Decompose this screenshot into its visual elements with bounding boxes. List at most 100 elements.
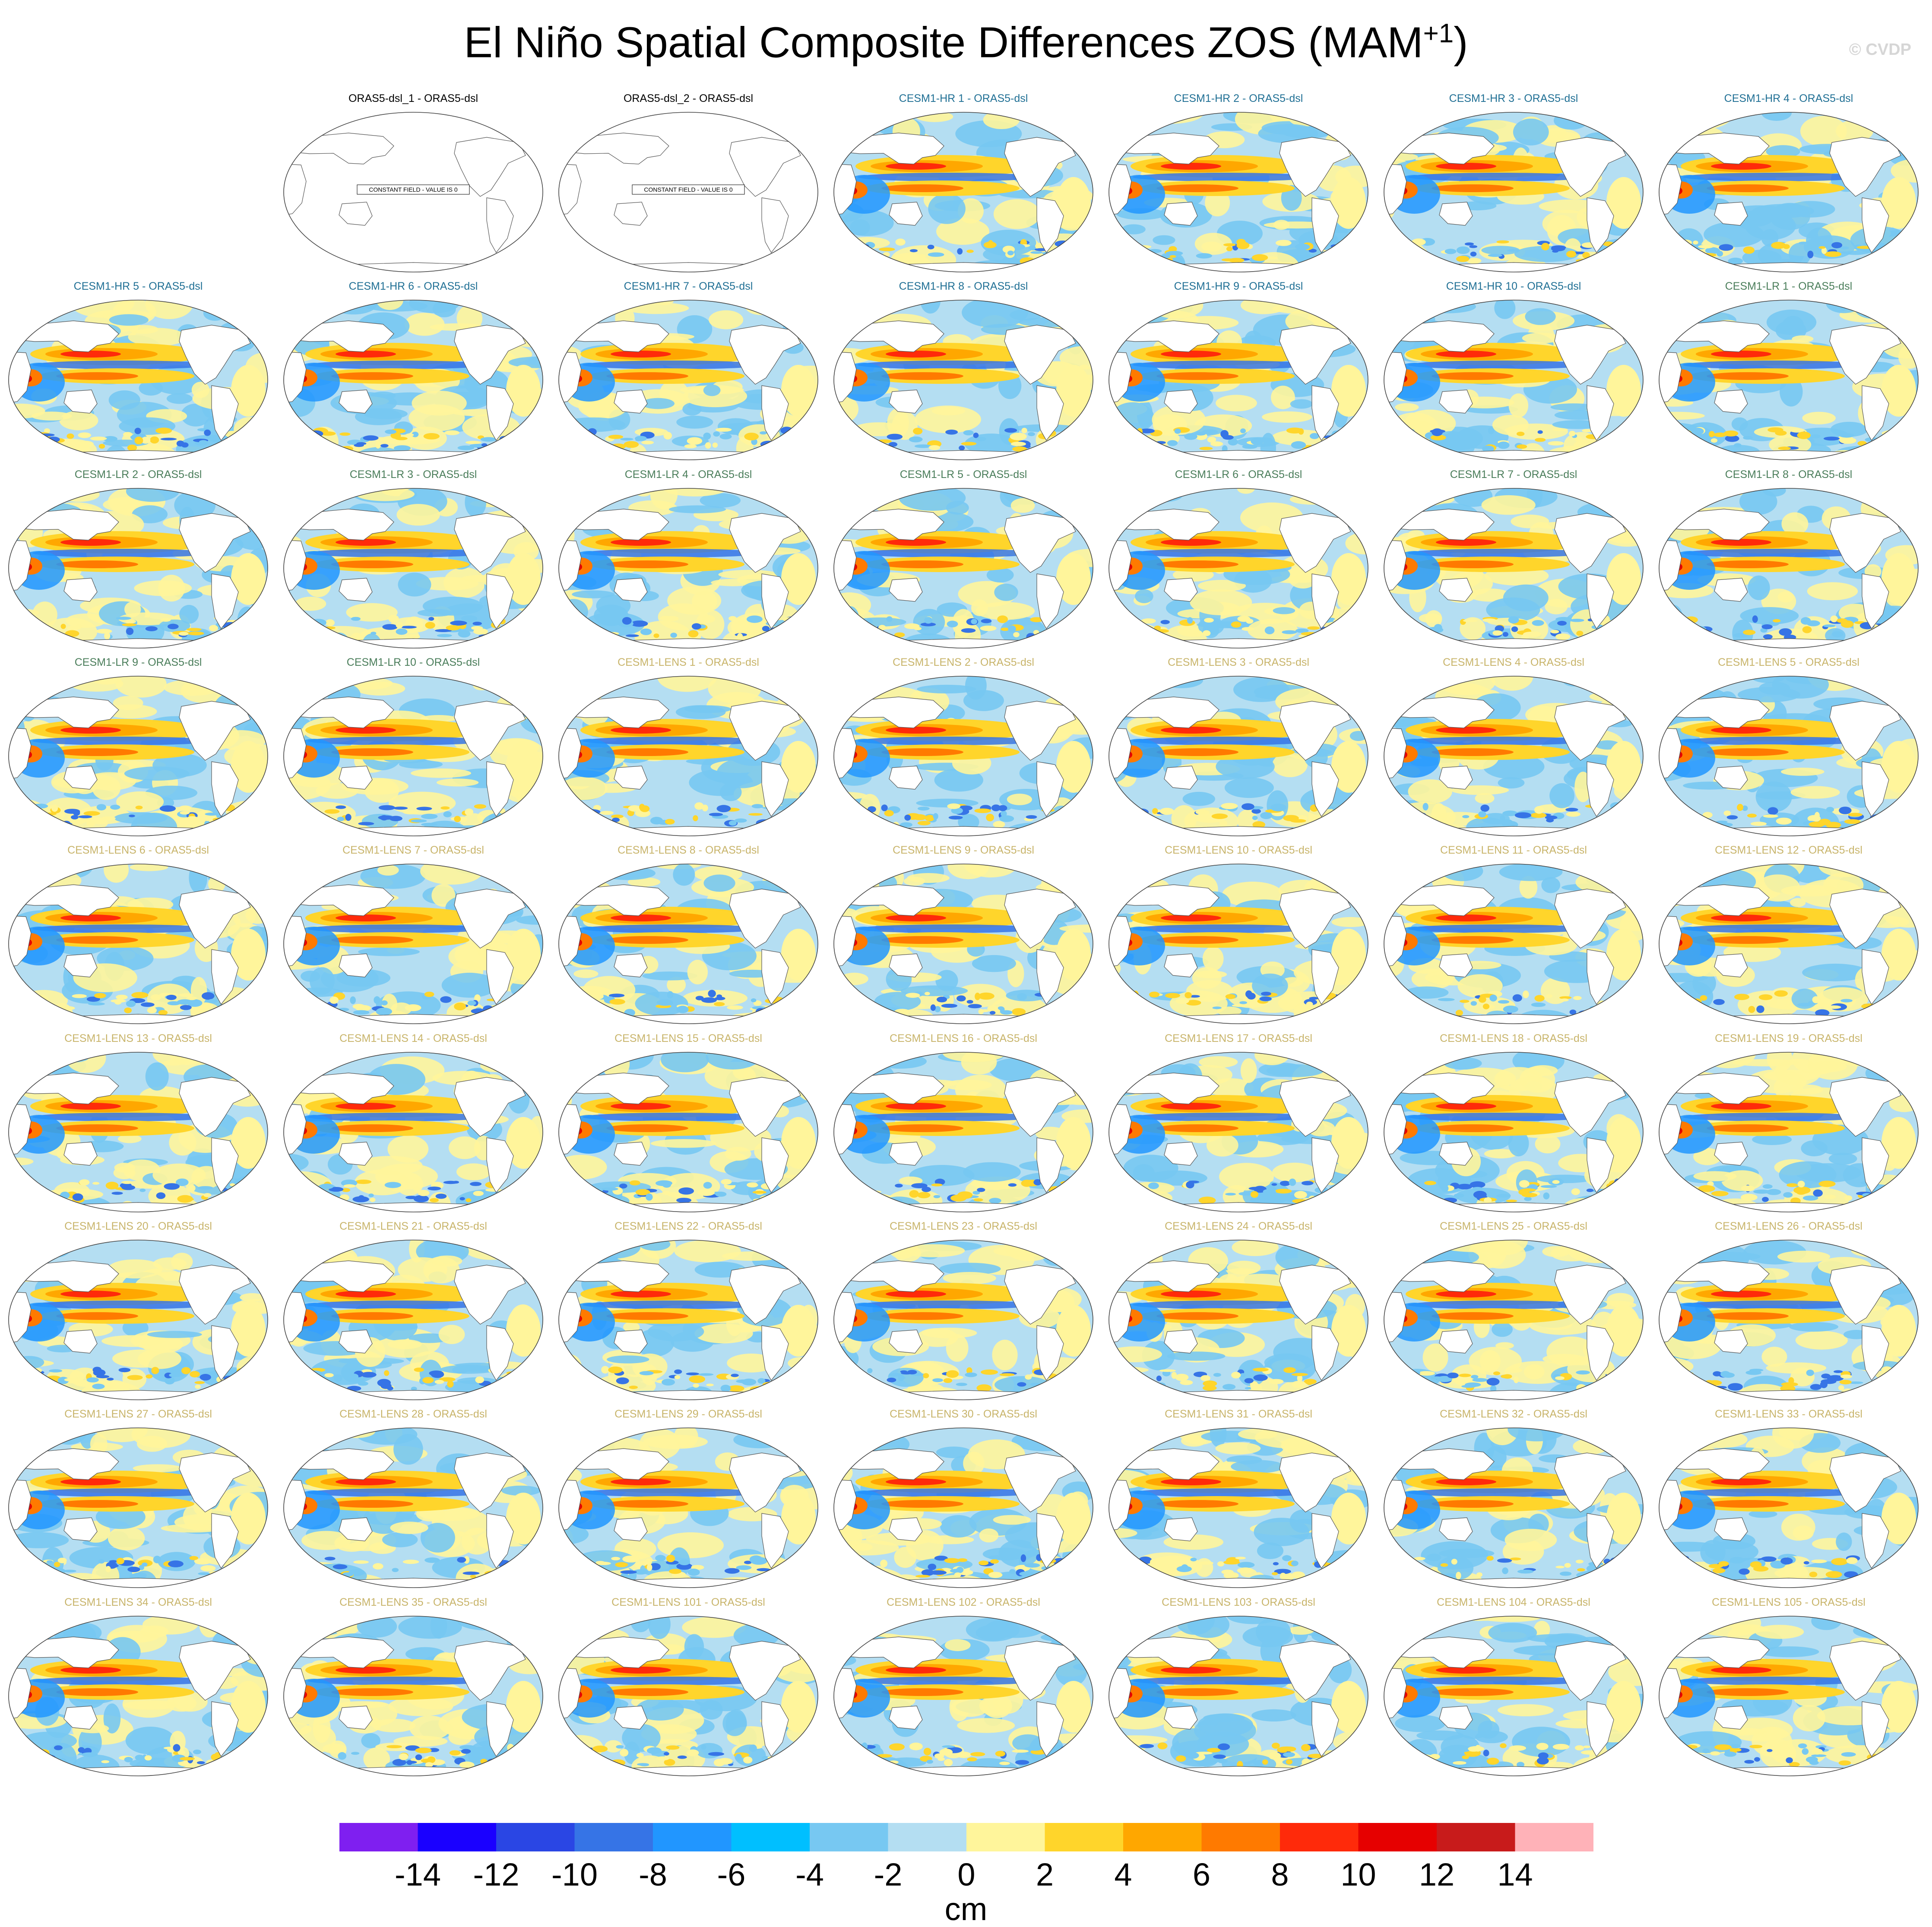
anomaly-patch <box>284 502 303 526</box>
panel-title: ORAS5-dsl_1 - ORAS5-dsl <box>348 92 478 104</box>
anomaly-patch <box>1606 365 1641 417</box>
warm-band <box>1156 184 1238 192</box>
anomaly-patch <box>1907 997 1914 1003</box>
panel-title: CESM1-LENS 8 - ORAS5-dsl <box>618 844 759 856</box>
map-panel-container: CESM1-HR 7 - ORAS5-dsl <box>554 279 822 467</box>
anomaly-patch <box>1454 1193 1464 1198</box>
anomaly-patch <box>108 390 140 410</box>
warm-band <box>1707 936 1789 944</box>
anomaly-patch <box>1035 300 1059 315</box>
map-panel <box>1109 676 1368 836</box>
continent <box>559 164 582 215</box>
anomaly-patch <box>421 823 437 826</box>
anomaly-patch <box>9 633 43 642</box>
anomaly-patch <box>847 868 887 885</box>
anomaly-patch <box>1659 1195 1672 1199</box>
continent <box>761 1137 789 1193</box>
anomaly-patch <box>1855 300 1894 319</box>
anomaly-patch <box>566 864 621 880</box>
anomaly-patch <box>1659 817 1715 832</box>
anomaly-patch <box>1709 431 1715 437</box>
anomaly-patch <box>1659 632 1672 639</box>
anomaly-patch <box>524 427 533 434</box>
anomaly-patch <box>1610 802 1623 810</box>
anomaly-patch <box>440 806 450 810</box>
anomaly-patch <box>1441 864 1483 881</box>
anomaly-patch <box>30 452 72 460</box>
anomaly-patch <box>1384 864 1417 879</box>
anomaly-patch <box>179 632 189 636</box>
anomaly-patch <box>253 444 264 447</box>
anomaly-patch <box>290 805 301 813</box>
anomaly-patch <box>559 1155 607 1180</box>
anomaly-patch <box>559 895 573 911</box>
anomaly-patch <box>1678 440 1690 445</box>
anomaly-patch <box>1082 813 1089 817</box>
anomaly-patch <box>201 1241 240 1252</box>
anomaly-patch <box>116 791 164 813</box>
continent <box>9 1104 32 1155</box>
anomaly-patch <box>134 437 143 445</box>
anomaly-patch <box>64 809 80 814</box>
anomaly-patch <box>1333 445 1340 451</box>
map-border <box>1384 864 1644 1024</box>
anomaly-patch <box>504 488 540 514</box>
cool-band <box>583 924 764 933</box>
anomaly-patch <box>1901 1194 1910 1199</box>
anomaly-patch <box>868 676 899 689</box>
anomaly-patch <box>1055 1006 1063 1013</box>
continent <box>1164 766 1198 790</box>
anomaly-patch <box>858 676 912 682</box>
continent <box>1350 504 1368 520</box>
panel-title: CESM1-LENS 13 - ORAS5-dsl <box>64 1032 212 1044</box>
anomaly-patch <box>190 1371 200 1378</box>
map-border <box>1384 300 1644 460</box>
anomaly-patch <box>92 1383 105 1389</box>
anomaly-patch <box>1662 112 1716 119</box>
anomaly-patch <box>653 633 659 638</box>
map-border <box>283 112 543 272</box>
anomaly-patch <box>1109 311 1138 326</box>
anomaly-patch <box>1889 676 1914 700</box>
anomaly-patch <box>19 637 48 647</box>
map-panel <box>558 676 818 836</box>
anomaly-patch <box>917 821 931 826</box>
anomaly-patch <box>1086 1178 1092 1186</box>
warm-core <box>1161 351 1221 358</box>
anomaly-patch <box>566 1052 598 1076</box>
anomaly-patch <box>51 804 58 812</box>
anomaly-patch <box>924 617 933 624</box>
anomaly-patch <box>529 1182 540 1190</box>
anomaly-patch <box>257 445 268 453</box>
map-panel <box>283 1052 543 1212</box>
anomaly-patch <box>559 599 588 624</box>
anomaly-patch <box>1790 429 1805 433</box>
anomaly-patch <box>1764 258 1773 262</box>
anomaly-patch <box>152 1163 206 1187</box>
anomaly-patch <box>1071 255 1086 261</box>
anomaly-patch <box>581 814 587 822</box>
anomaly-patch <box>1275 1189 1292 1194</box>
anomaly-patch <box>842 1003 855 1012</box>
continent <box>250 880 268 895</box>
warm-band <box>56 372 138 380</box>
anomaly-patch <box>788 443 806 450</box>
anomaly-patch <box>1875 998 1918 1013</box>
anomaly-patch <box>1038 1009 1047 1016</box>
anomaly-patch <box>1762 1197 1769 1202</box>
anomaly-patch <box>1606 177 1641 229</box>
anomaly-patch <box>1905 439 1917 443</box>
anomaly-patch <box>564 829 584 836</box>
anomaly-patch <box>1118 629 1128 633</box>
anomaly-patch <box>583 1004 595 1012</box>
anomaly-patch <box>559 777 608 800</box>
anomaly-patch <box>1219 820 1228 827</box>
anomaly-patch <box>1687 257 1702 263</box>
anomaly-patch <box>329 632 337 639</box>
anomaly-patch <box>1781 512 1808 536</box>
continent <box>1659 638 1918 648</box>
anomaly-patch <box>1470 1001 1477 1006</box>
anomaly-patch <box>835 254 851 258</box>
title-main: El Niño Spatial Composite Differences ZO… <box>464 18 1423 67</box>
anomaly-patch <box>423 1256 460 1284</box>
